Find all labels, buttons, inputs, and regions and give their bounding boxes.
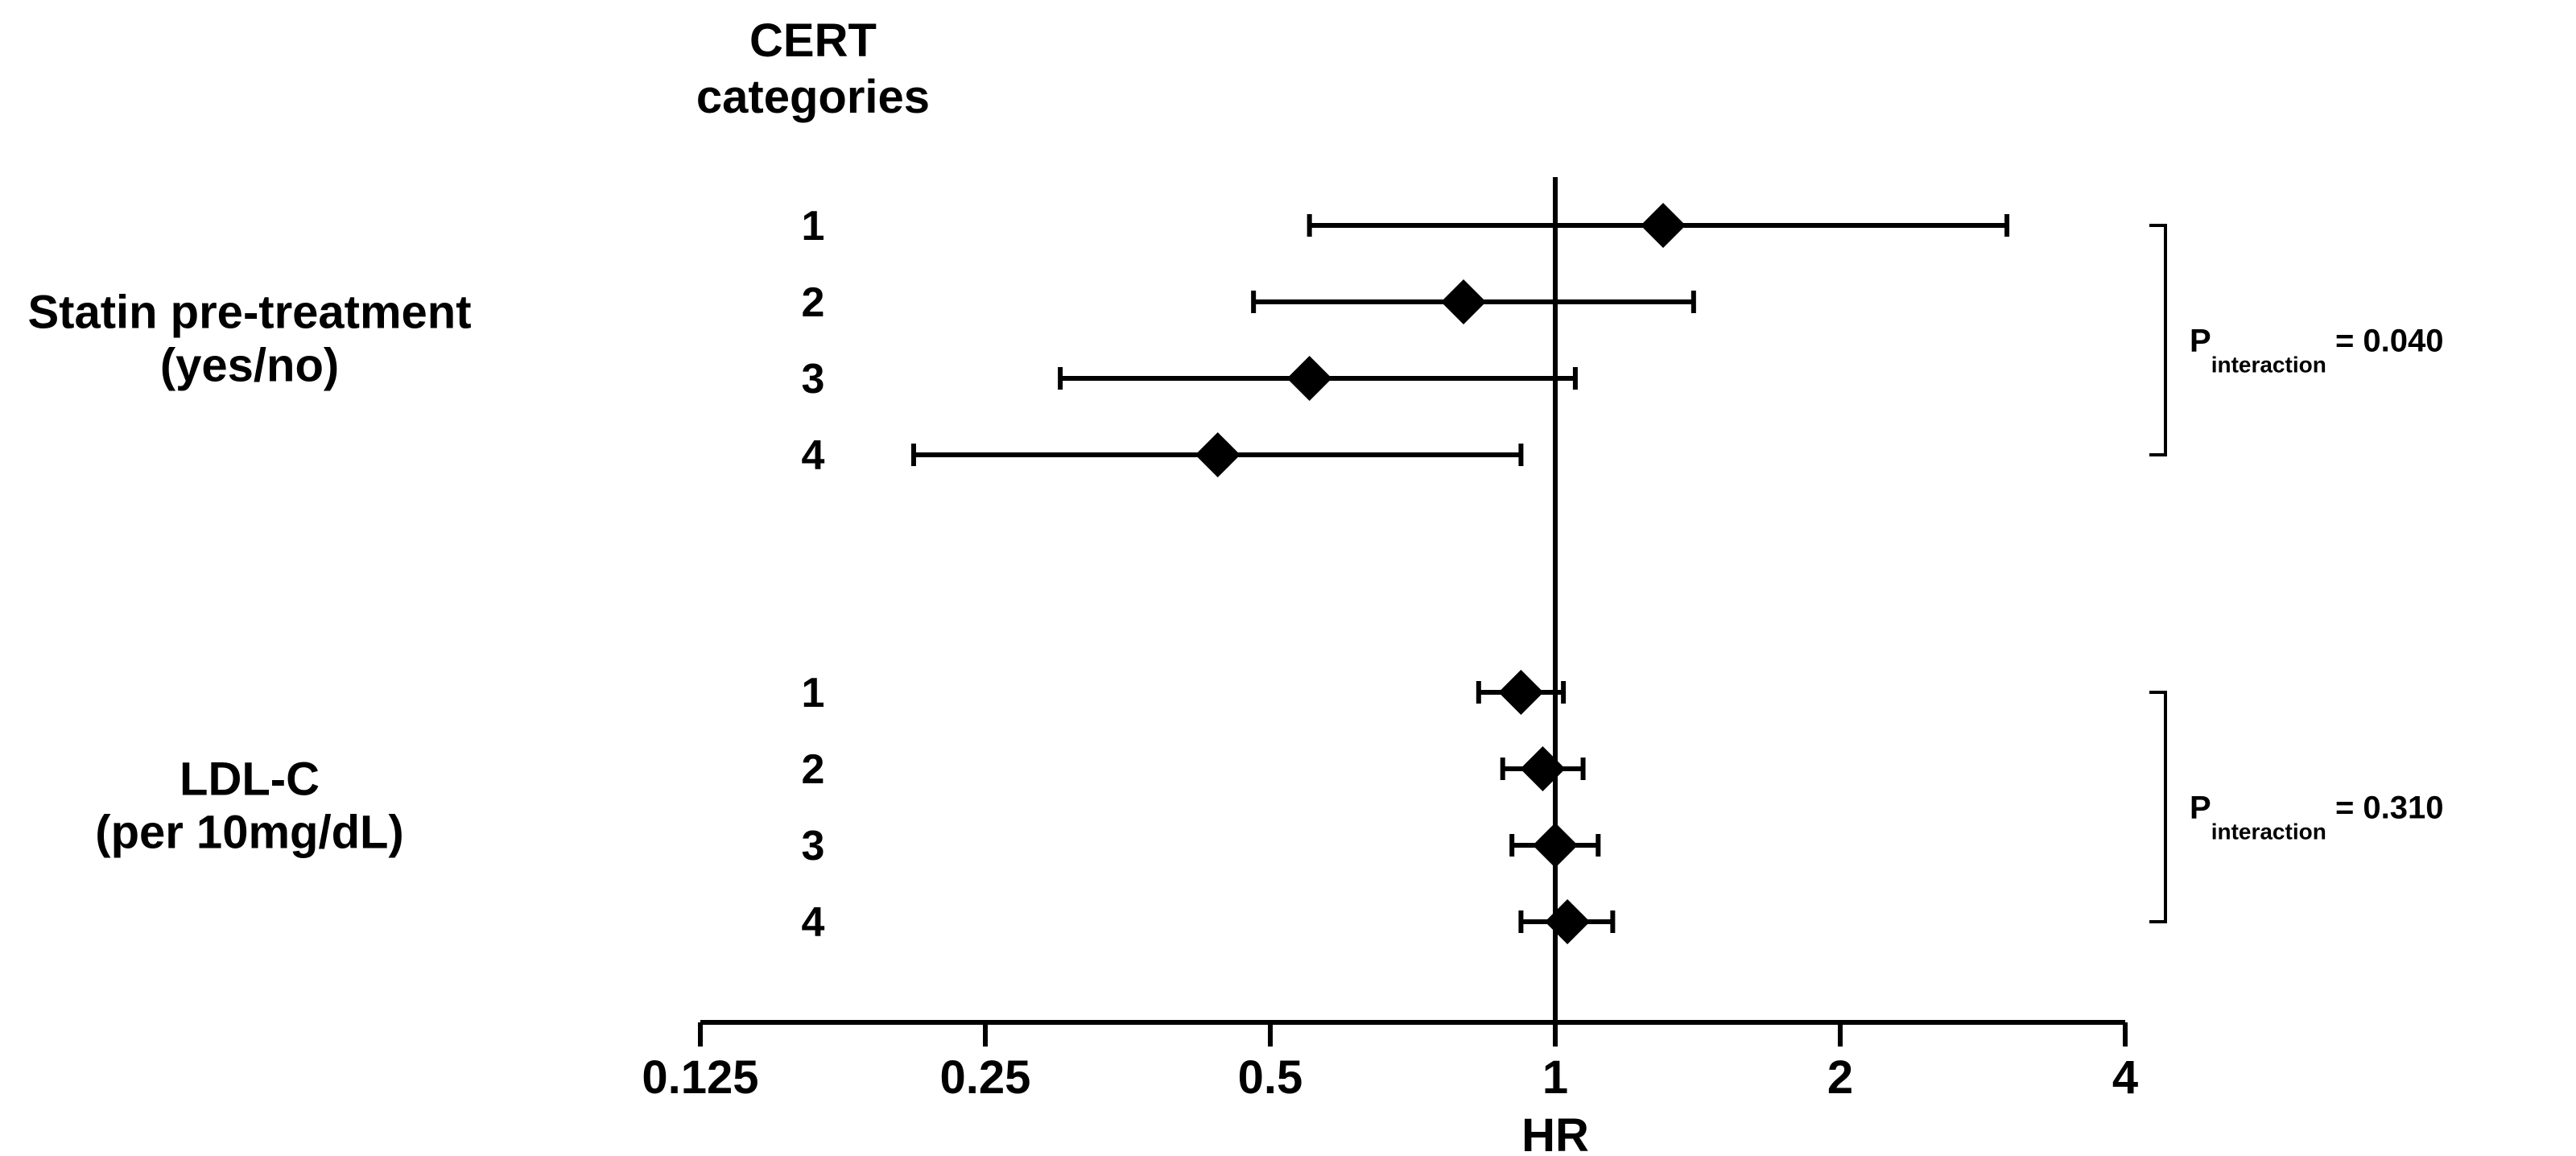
axis-tick-label: 0.25 (940, 1051, 1031, 1104)
column-header: CERT (749, 14, 877, 67)
row-label: 2 (802, 279, 825, 326)
row-label: 2 (802, 746, 825, 793)
axis-tick-label: 4 (2112, 1051, 2138, 1104)
row-label: 4 (802, 899, 825, 946)
axis-tick-label: 2 (1827, 1051, 1853, 1104)
row-label: 4 (802, 432, 825, 479)
row-label: 1 (802, 203, 825, 250)
row-label: 3 (802, 356, 825, 403)
axis-tick-label: 1 (1542, 1051, 1568, 1104)
group-title: (yes/no) (160, 340, 339, 392)
axis-tick-label: 0.5 (1238, 1051, 1303, 1104)
group-title: Statin pre-treatment (27, 287, 471, 339)
x-axis-label: HR (1521, 1109, 1589, 1156)
row-label: 3 (802, 823, 825, 869)
axis-tick-label: 0.125 (642, 1051, 758, 1104)
row-label: 1 (802, 670, 825, 716)
group-title: LDL-C (180, 753, 320, 806)
group-title: (per 10mg/dL) (95, 807, 404, 859)
chart-background (0, 0, 2576, 1156)
forest-plot: 0.125 0.25 0.5 1 2 4 HR CERTcategories 1 2 3 4 1 2 3 4 S… (0, 0, 2576, 1156)
column-header: categories (696, 71, 930, 123)
